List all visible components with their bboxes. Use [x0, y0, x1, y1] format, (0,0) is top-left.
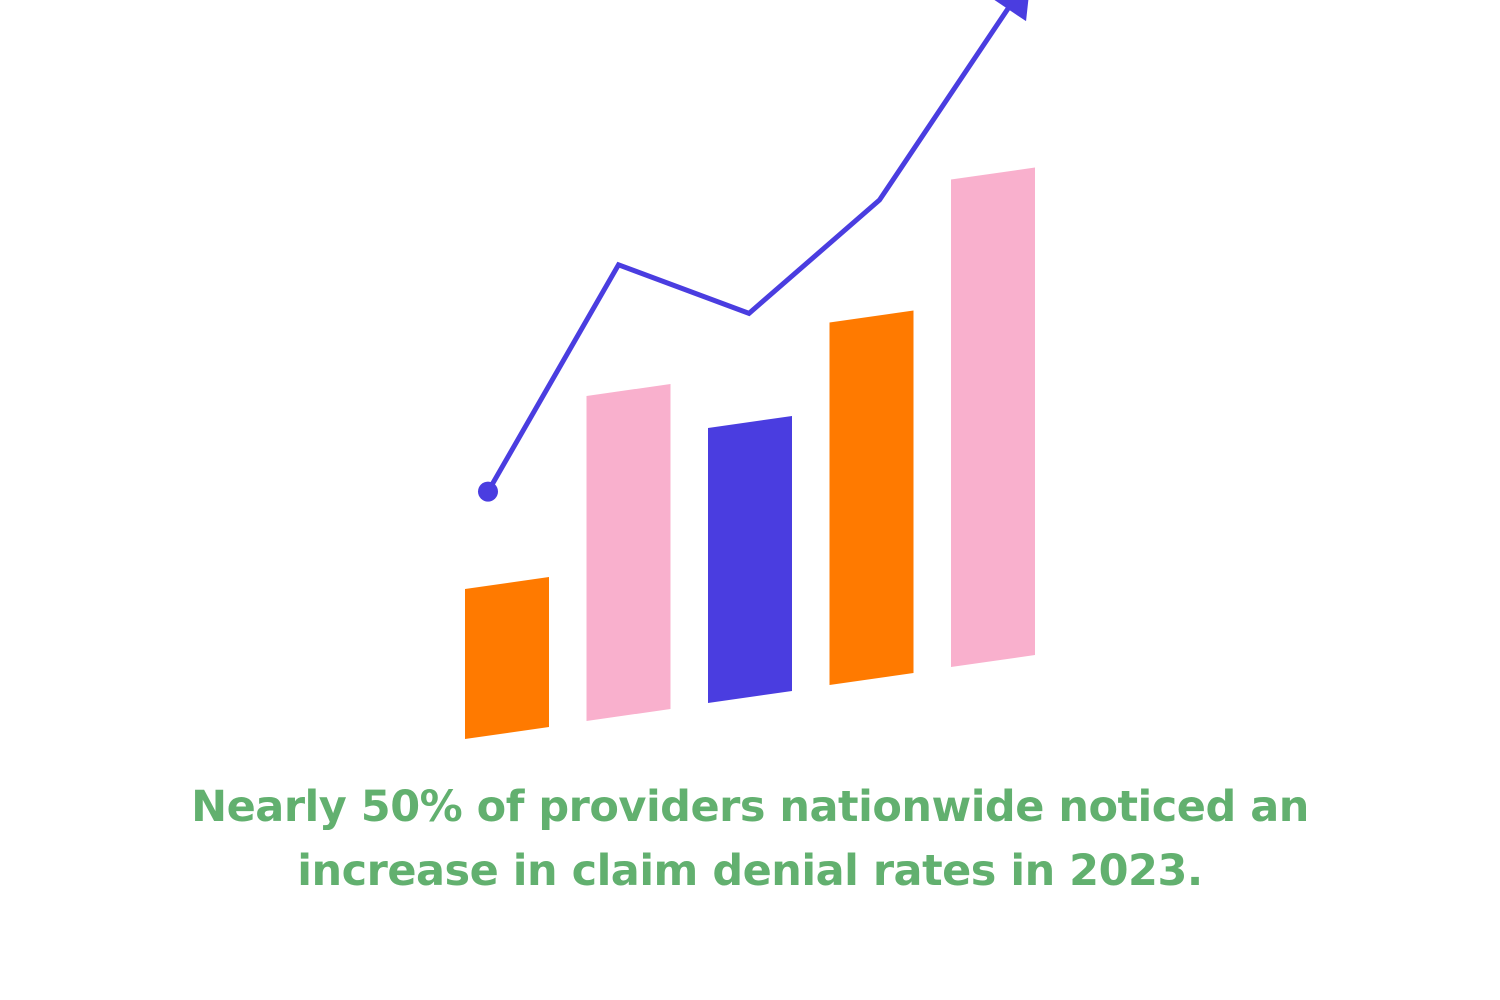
bar-4 — [829, 310, 914, 685]
bar-5 — [951, 167, 1035, 667]
caption: Nearly 50% of providers nationwide notic… — [100, 775, 1400, 903]
caption-line-1: Nearly 50% of providers nationwide notic… — [191, 782, 1309, 832]
caption-line-2: increase in claim denial rates in 2023. — [297, 846, 1203, 896]
trend-start-dot — [478, 481, 498, 502]
bar-1 — [465, 577, 549, 739]
bar-3 — [708, 416, 792, 703]
bars-group — [465, 167, 1035, 739]
bar-2 — [586, 384, 671, 721]
trend-line-group — [478, 0, 1029, 502]
trend-line — [485, 4, 1013, 493]
trend-arrow-head — [994, 0, 1029, 22]
